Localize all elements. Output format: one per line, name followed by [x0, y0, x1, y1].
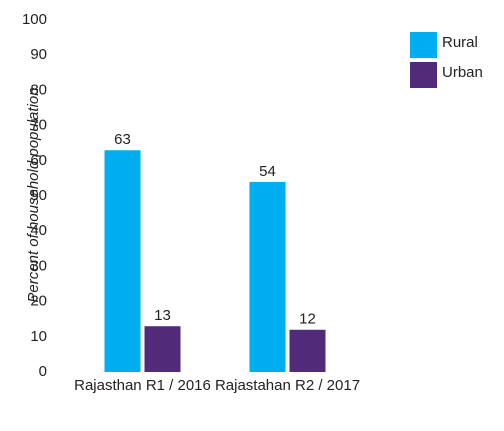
data-label: 13: [154, 307, 171, 324]
y-tick-label: 100: [22, 11, 47, 28]
x-tick-label: Rajastahan R2 / 2017: [215, 377, 360, 394]
legend-label: Urban: [442, 64, 483, 81]
y-tick-label: 30: [30, 257, 47, 274]
y-tick-label: 70: [30, 117, 47, 134]
y-tick-label: 50: [30, 187, 47, 204]
y-tick-label: 10: [30, 328, 47, 345]
y-tick-label: 80: [30, 81, 47, 98]
y-tick-label: 90: [30, 46, 47, 63]
bar: [144, 326, 181, 372]
legend-swatch: [410, 62, 437, 88]
x-tick-label: Rajasthan R1 / 2016: [74, 377, 211, 394]
data-label: 63: [114, 131, 131, 148]
bar: [249, 181, 286, 372]
y-axis-label: Percent of household population: [25, 87, 42, 302]
data-label: 54: [259, 163, 276, 180]
y-tick-label: 20: [30, 293, 47, 310]
y-tick-label: 40: [30, 222, 47, 239]
bar: [104, 150, 141, 372]
legend-label: Rural: [442, 34, 478, 51]
y-tick-label: 60: [30, 152, 47, 169]
y-tick-label: 0: [39, 363, 47, 380]
bar: [289, 329, 326, 372]
data-label: 12: [299, 311, 316, 328]
legend-swatch: [410, 32, 437, 58]
